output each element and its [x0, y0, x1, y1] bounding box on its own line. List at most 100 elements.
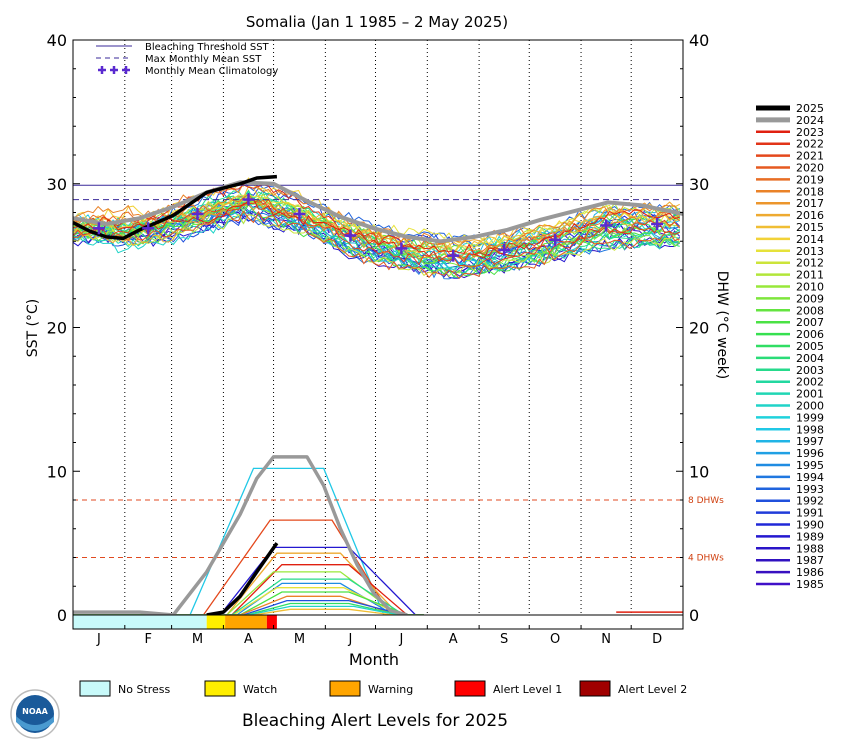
noaa-logo-text: NOAA — [22, 707, 48, 716]
x-axis-label: Month — [349, 650, 399, 669]
climatology-marker — [600, 219, 613, 232]
year-label-1998: 1998 — [796, 423, 824, 436]
year-label-2012: 2012 — [796, 257, 824, 270]
year-label-1988: 1988 — [796, 542, 824, 555]
y-tick-label-left: 20 — [47, 319, 67, 338]
month-tick-label: S — [500, 632, 508, 647]
year-label-1991: 1991 — [796, 507, 824, 520]
y-tick-label-left: 30 — [47, 175, 67, 194]
year-label-2005: 2005 — [796, 340, 824, 353]
year-label-2000: 2000 — [796, 400, 824, 413]
year-label-2009: 2009 — [796, 292, 824, 305]
y-tick-label-right: 30 — [689, 175, 709, 194]
chart-title: Somalia (Jan 1 1985 – 2 May 2025) — [246, 13, 508, 31]
year-label-1995: 1995 — [796, 459, 824, 472]
dhw-threshold-label: 4 DHWs — [688, 554, 724, 564]
year-label-2021: 2021 — [796, 150, 824, 163]
year-label-1994: 1994 — [796, 471, 824, 484]
sst-ensemble-bands — [72, 177, 681, 280]
year-legend: 2025202420232022202120202019201820172016… — [756, 102, 824, 591]
year-label-1992: 1992 — [796, 495, 824, 508]
plot-area — [73, 40, 683, 615]
legend-label: Max Monthly Mean SST — [145, 54, 262, 65]
year-label-1993: 1993 — [796, 483, 824, 496]
dhw-line-2024 — [73, 455, 408, 617]
year-label-1987: 1987 — [796, 554, 824, 567]
climatology-marker — [92, 222, 105, 235]
year-label-2018: 2018 — [796, 185, 824, 198]
alert-bar-segment — [225, 615, 267, 629]
month-tick-label: A — [449, 632, 458, 647]
sst-line-2025 — [72, 174, 278, 241]
climatology-marker — [549, 233, 562, 246]
alert-bar-segment — [206, 615, 226, 629]
year-label-2020: 2020 — [796, 162, 824, 175]
alert-legend-swatch — [79, 680, 111, 697]
alert-legend-label: Watch — [243, 683, 277, 696]
climatology-marker — [344, 229, 357, 242]
month-tick-label: M — [192, 632, 203, 647]
year-label-2001: 2001 — [796, 388, 824, 401]
year-label-1985: 1985 — [796, 578, 824, 591]
year-label-2002: 2002 — [796, 376, 824, 389]
year-label-2007: 2007 — [796, 316, 824, 329]
year-label-2022: 2022 — [796, 138, 824, 151]
alert-legend-label: Alert Level 2 — [618, 683, 687, 696]
year-label-2006: 2006 — [796, 328, 824, 341]
year-label-1996: 1996 — [796, 447, 824, 460]
y-tick-label-right: 0 — [689, 606, 699, 625]
alert-legend-label: Alert Level 1 — [493, 683, 562, 696]
year-label-1999: 1999 — [796, 411, 824, 424]
alert-legend-swatch — [329, 680, 361, 697]
footer-title: Bleaching Alert Levels for 2025 — [242, 711, 508, 731]
sst-year-line-2001 — [72, 206, 680, 276]
y-tick-label-right: 10 — [689, 462, 709, 481]
year-label-1989: 1989 — [796, 530, 824, 543]
highlight-series — [72, 174, 684, 617]
sst-year-line-2016 — [72, 197, 680, 252]
year-label-2004: 2004 — [796, 352, 824, 365]
year-label-2024: 2024 — [796, 114, 824, 127]
month-tick-label: O — [550, 632, 560, 647]
alert-level-legend: No Stress Watch Warning Alert Level 1 Alert … — [79, 680, 687, 697]
year-label-2003: 2003 — [796, 364, 824, 377]
plot-background — [73, 40, 683, 615]
dhw-line-2025 — [206, 542, 279, 617]
climatology-marker — [242, 193, 255, 206]
sst-year-line-2009 — [72, 196, 681, 272]
sst-line-2024 — [72, 180, 684, 244]
month-tick-label: J — [398, 632, 403, 647]
y-axis-right-label: DHW (°C week) — [714, 271, 730, 380]
climatology-marker — [651, 218, 664, 230]
plot-frame — [72, 39, 684, 630]
year-label-2019: 2019 — [796, 173, 824, 186]
alert-legend-swatch — [454, 680, 486, 697]
climatology-marker — [395, 242, 408, 255]
year-label-2014: 2014 — [796, 233, 824, 246]
year-label-2023: 2023 — [796, 126, 824, 139]
month-tick-label: D — [652, 632, 662, 647]
axes: 0 0 10 10 20 20 30 30 40 40 J F M A M J J A S O N D — [47, 31, 710, 647]
month-tick-label: M — [294, 632, 305, 647]
sst-year-line-2023 — [72, 198, 680, 259]
year-label-2015: 2015 — [796, 221, 824, 234]
month-tick-label: J — [96, 632, 101, 647]
noaa-logo: NOAA — [10, 689, 60, 739]
y-tick-label-left: 0 — [57, 606, 67, 625]
climatology-marker — [191, 207, 204, 220]
dhw-threshold-label: 8 DHWs — [688, 496, 724, 506]
year-label-1986: 1986 — [796, 566, 824, 579]
y-tick-label-right: 20 — [689, 319, 709, 338]
reference-lines: 8 DHWs 4 DHWs — [73, 184, 724, 564]
month-tick-label: J — [348, 632, 353, 647]
legend-label: Bleaching Threshold SST — [145, 42, 270, 53]
year-label-2013: 2013 — [796, 245, 824, 258]
year-label-2011: 2011 — [796, 269, 824, 282]
legend-label: Monthly Mean Climatology — [145, 66, 278, 77]
climatology-marker — [293, 207, 306, 220]
y-tick-label-left: 10 — [47, 462, 67, 481]
year-label-2017: 2017 — [796, 197, 824, 210]
